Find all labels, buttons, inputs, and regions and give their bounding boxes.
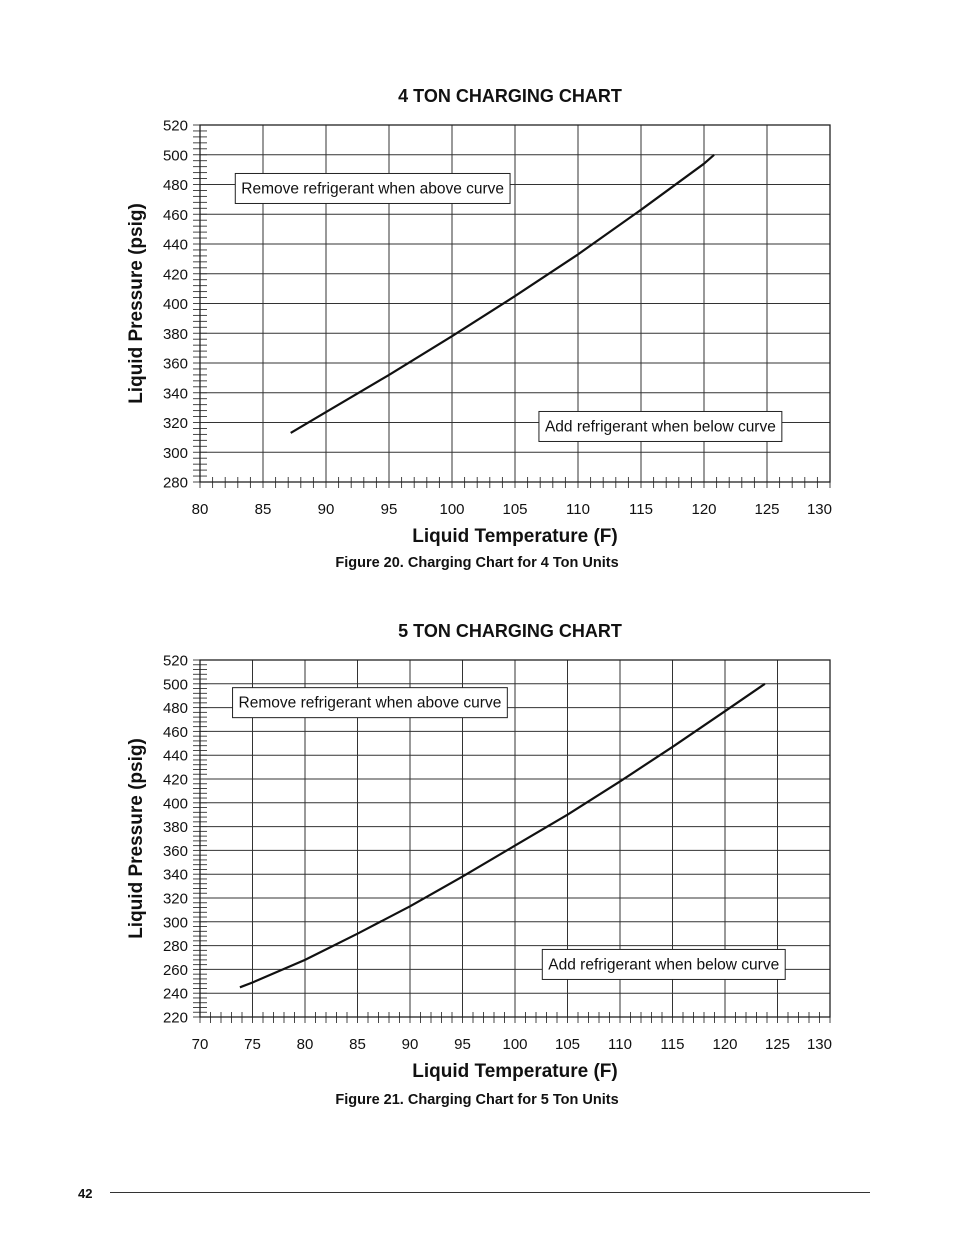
x-tick-label: 80 (192, 501, 209, 518)
x-tick-label: 110 (608, 1036, 632, 1053)
y-tick-label: 400 (163, 795, 188, 812)
annotation-box: Add refrigerant when below curve (541, 948, 786, 980)
y-axis-label: Liquid Pressure (psig) (126, 738, 147, 939)
x-tick-label: 125 (754, 501, 779, 518)
x-axis-label: Liquid Temperature (F) (412, 1061, 617, 1082)
y-tick-label: 440 (163, 237, 188, 254)
y-tick-label: 420 (163, 266, 188, 283)
series-line (239, 682, 766, 989)
chart-title: 5 TON CHARGING CHART (398, 621, 622, 641)
annotation-text: Remove refrigerant when above curve (239, 695, 502, 712)
x-tick-label: 75 (244, 1036, 261, 1053)
y-tick-label: 520 (163, 653, 188, 670)
y-tick-label: 520 (163, 118, 188, 135)
chart-4-ton: 4 TON CHARGING CHART 280 300 320 340 360 380 4… (0, 80, 954, 580)
y-tick-label: 280 (163, 938, 188, 955)
y-tick-label: 480 (163, 177, 188, 194)
annotation-border (541, 948, 786, 980)
y-tick-label: 360 (163, 843, 188, 860)
x-tick-label: 85 (349, 1036, 366, 1053)
x-tick-label: 95 (381, 501, 398, 518)
y-tick-label: 480 (163, 700, 188, 717)
y-tick-label: 500 (163, 147, 188, 164)
x-tick-label: 115 (661, 1036, 685, 1053)
y-tick-label: 320 (163, 415, 188, 432)
x-tick-label: 120 (712, 1036, 737, 1053)
footer-divider (110, 1192, 870, 1193)
y-tick-label: 340 (163, 385, 188, 402)
annotation-text: Remove refrigerant when above curve (241, 180, 504, 197)
x-tick-label: 115 (629, 501, 653, 518)
x-tick-label: 80 (297, 1036, 314, 1053)
x-tick-label: 90 (318, 501, 335, 518)
y-tick-label: 300 (163, 914, 188, 931)
x-tick-label: 110 (566, 501, 590, 518)
y-tick-label: 260 (163, 962, 188, 979)
x-tick-label: 100 (502, 1036, 527, 1053)
y-tick-label: 280 (163, 475, 188, 492)
y-tick-label: 320 (163, 891, 188, 908)
x-tick-label: 90 (402, 1036, 419, 1053)
y-tick-label: 420 (163, 772, 188, 789)
y-axis-label: Liquid Pressure (psig) (126, 203, 147, 404)
y-tick-label: 400 (163, 296, 188, 313)
y-tick-label: 440 (163, 748, 188, 765)
annotation-box: Remove refrigerant when above curve (232, 687, 508, 719)
y-tick-label: 240 (163, 986, 188, 1003)
annotation-text: Add refrigerant when below curve (545, 418, 776, 435)
y-tick-label: 360 (163, 356, 188, 373)
annotation-border (538, 410, 783, 442)
plot-border (199, 124, 831, 483)
figure-caption: Figure 21. Charging Chart for 5 Ton Unit… (335, 1092, 619, 1108)
y-tick-label: 340 (163, 867, 188, 884)
annotation-text: Add refrigerant when below curve (548, 956, 779, 973)
x-tick-label: 95 (454, 1036, 471, 1053)
y-tick-label: 500 (163, 676, 188, 693)
annotation-border (232, 687, 508, 719)
y-tick-label: 380 (163, 326, 188, 343)
series-line (290, 153, 715, 434)
y-tick-label: 380 (163, 819, 188, 836)
x-tick-label: 120 (691, 501, 716, 518)
annotation-box: Add refrigerant when below curve (538, 410, 783, 442)
annotation-box: Remove refrigerant when above curve (234, 172, 511, 204)
plot-border (199, 659, 831, 1018)
x-tick-label: 125 (765, 1036, 790, 1053)
x-axis-label: Liquid Temperature (F) (412, 526, 617, 547)
figure-caption: Figure 20. Charging Chart for 4 Ton Unit… (335, 555, 619, 571)
page-number: 42 (78, 1186, 93, 1201)
x-tick-label: 105 (555, 1036, 580, 1053)
x-tick-label: 70 (192, 1036, 209, 1053)
y-tick-label: 460 (163, 207, 188, 224)
y-tick-label: 300 (163, 445, 188, 462)
annotation-border (234, 172, 511, 204)
x-tick-label: 105 (502, 501, 527, 518)
y-tick-label: 220 (163, 1010, 188, 1027)
chart-5-ton: 5 TON CHARGING CHART 220 240 260 280 300 320 3… (0, 615, 954, 1115)
x-tick-label: 130 (807, 1036, 832, 1053)
x-tick-label: 85 (255, 501, 272, 518)
x-tick-label: 130 (807, 501, 832, 518)
x-tick-label: 100 (439, 501, 464, 518)
chart-plot-area: 220 240 260 280 300 320 340 360 380 400 420 440 460 4… (126, 653, 832, 1083)
y-tick-label: 460 (163, 724, 188, 741)
chart-title: 4 TON CHARGING CHART (398, 86, 622, 106)
chart-plot-area: 280 300 320 340 360 380 400 420 440 460 480 500 520 8… (126, 118, 832, 548)
